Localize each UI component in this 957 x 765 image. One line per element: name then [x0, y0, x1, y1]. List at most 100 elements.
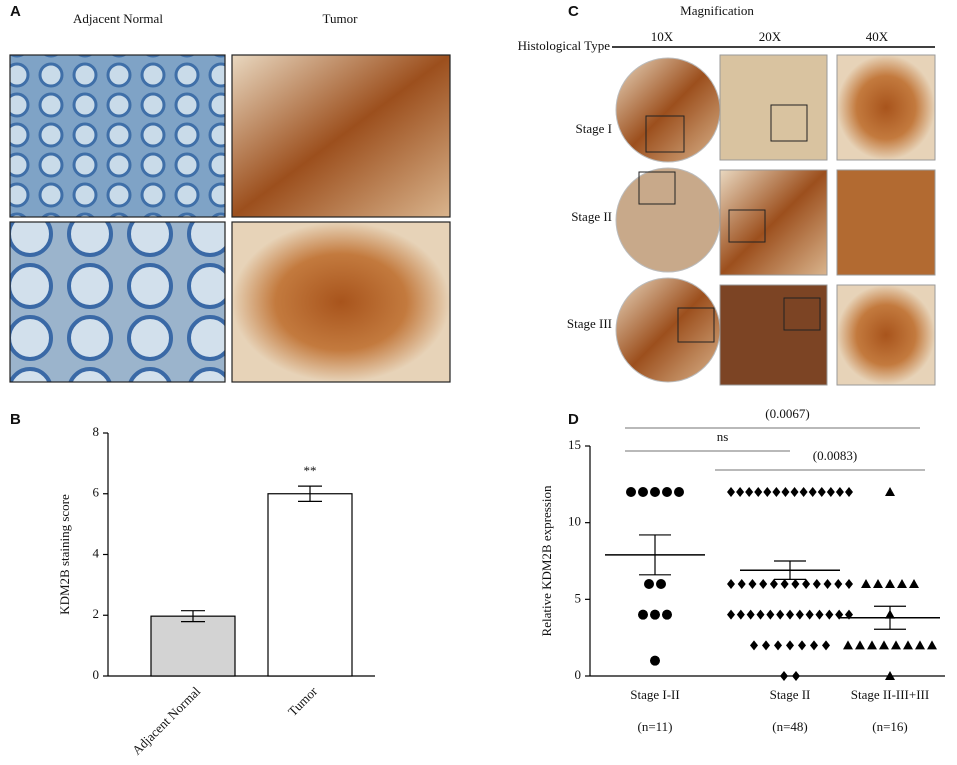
point [650, 609, 660, 620]
x-tick-label: Stage I-II [630, 687, 679, 702]
point [656, 579, 666, 589]
point [674, 487, 684, 497]
point [772, 487, 781, 497]
magnification-title: Magnification [680, 3, 754, 18]
point [780, 579, 789, 589]
point [786, 609, 794, 620]
point [754, 487, 763, 497]
point [798, 640, 806, 651]
point [644, 579, 654, 589]
point [867, 640, 877, 650]
y-tick-label: 4 [93, 545, 100, 560]
comparison-label: (0.0083) [813, 448, 857, 463]
point [763, 487, 772, 497]
point [885, 487, 895, 496]
point [815, 609, 824, 620]
point [808, 487, 817, 497]
point [825, 609, 834, 620]
point [845, 487, 853, 497]
point [891, 640, 901, 650]
row-label: Stage III [567, 316, 612, 331]
bar [267, 493, 353, 677]
point [766, 609, 775, 620]
column-header: 20X [759, 29, 782, 44]
point [638, 609, 648, 620]
point [769, 579, 778, 589]
x-tick-label: Tumor [285, 683, 321, 719]
point [799, 487, 808, 497]
point [736, 487, 745, 497]
point [756, 609, 765, 620]
point [817, 487, 826, 497]
row-label: Stage II [571, 209, 612, 224]
row-header: Histological Type [518, 38, 611, 53]
point [885, 579, 895, 588]
point [626, 487, 636, 497]
point [776, 609, 785, 620]
n-label: (n=11) [637, 719, 672, 734]
point [927, 640, 937, 650]
panel-label: A [10, 3, 21, 20]
point [662, 487, 672, 497]
row-label: Stage I [576, 121, 612, 136]
point [795, 609, 804, 620]
bar [150, 615, 236, 677]
point [727, 487, 735, 497]
point [786, 640, 794, 651]
point [774, 640, 782, 651]
point [855, 640, 865, 650]
y-tick-label: 15 [568, 437, 581, 452]
point [792, 671, 800, 681]
point [780, 671, 788, 681]
point [873, 579, 883, 588]
point [745, 487, 754, 497]
panel-label: C [568, 3, 579, 20]
annotation: ** [304, 463, 317, 478]
y-axis-label: Relative KDM2B expression [539, 485, 554, 636]
point [861, 579, 871, 588]
point [781, 487, 790, 497]
x-tick-label: Stage II [770, 687, 811, 702]
y-tick-label: 0 [93, 667, 100, 682]
point [650, 487, 660, 497]
point [805, 609, 814, 620]
point [746, 609, 755, 620]
point [727, 579, 735, 589]
point [727, 609, 735, 620]
y-tick-label: 10 [568, 514, 581, 529]
point [790, 487, 799, 497]
column-header: 40X [866, 29, 889, 44]
column-header: Adjacent Normal [73, 11, 163, 26]
micrograph [9, 54, 226, 218]
x-tick-label: Stage II-III+III [851, 687, 929, 702]
y-tick-label: 2 [93, 606, 100, 621]
point [879, 640, 889, 650]
point [812, 579, 821, 589]
column-header: Tumor [323, 11, 359, 26]
column-header: 10X [651, 29, 674, 44]
point [915, 640, 925, 650]
point [662, 609, 672, 620]
point [748, 579, 757, 589]
comparison-label: (0.0067) [765, 406, 809, 421]
micrographs [615, 54, 936, 386]
point [845, 579, 853, 589]
point [762, 640, 770, 651]
point [822, 640, 830, 651]
y-tick-label: 0 [575, 667, 582, 682]
point [835, 487, 844, 497]
point [810, 640, 818, 651]
y-tick-label: 8 [93, 424, 100, 439]
micrograph [9, 221, 226, 383]
point [885, 671, 895, 680]
n-label: (n=16) [872, 719, 908, 734]
comparison-label: ns [717, 429, 729, 444]
point [903, 640, 913, 650]
point [791, 579, 800, 589]
point [638, 487, 648, 497]
point [909, 579, 919, 588]
panel-label: B [10, 411, 21, 428]
point [823, 579, 832, 589]
y-tick-label: 6 [93, 485, 100, 500]
y-tick-label: 5 [575, 590, 582, 605]
